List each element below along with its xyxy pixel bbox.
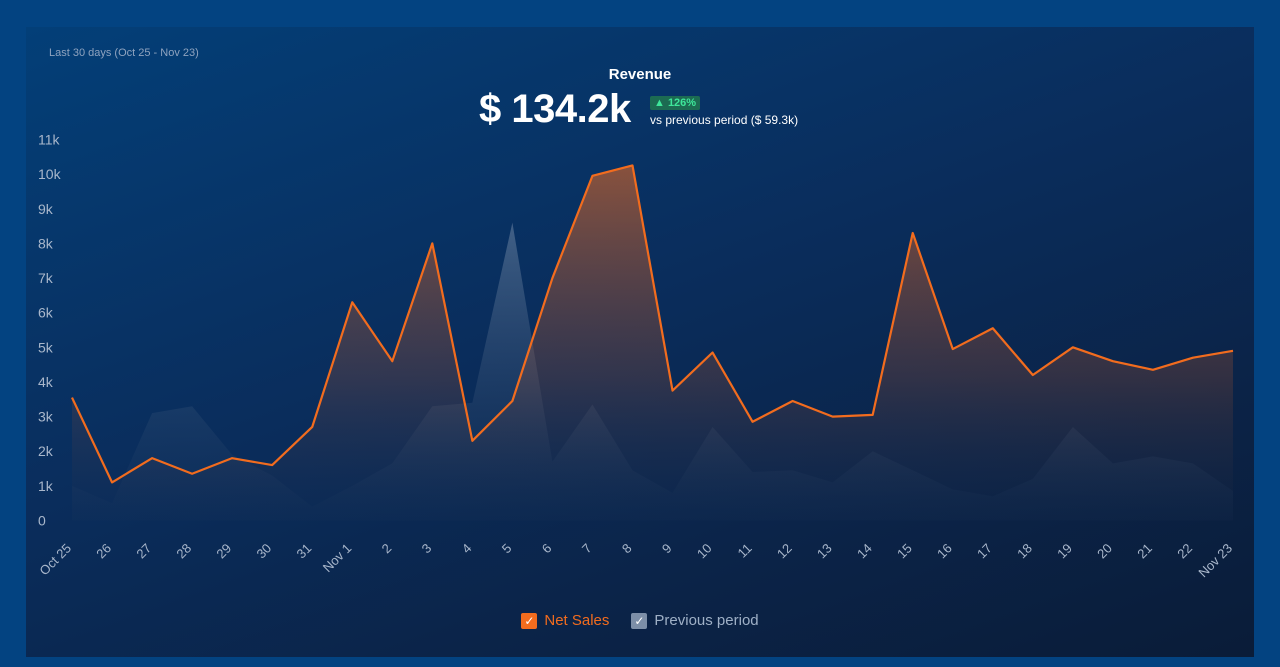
net-sales-point[interactable] [1230, 348, 1236, 354]
net-sales-point[interactable] [1070, 344, 1076, 350]
net-sales-point[interactable] [830, 414, 836, 420]
net-sales-point[interactable] [629, 162, 635, 168]
x-tick-label: Oct 25 [36, 541, 74, 579]
net-sales-point[interactable] [1190, 355, 1196, 361]
period-label: Last 30 days (Oct 25 - Nov 23) [49, 47, 199, 59]
y-tick-label: 3k [38, 409, 54, 425]
net-sales-point[interactable] [910, 230, 916, 236]
net-sales-point[interactable] [69, 395, 75, 401]
net-sales-point[interactable] [509, 398, 515, 404]
y-axis: 0 1k 2k 3k 4k 5k 6k 7k 8k 9k 10k 11k [38, 132, 62, 529]
net-sales-point[interactable] [1030, 372, 1036, 378]
legend-item-previous-period[interactable]: ✓ Previous period [631, 612, 759, 629]
net-sales-point[interactable] [710, 350, 716, 356]
x-tick-label: 5 [499, 541, 515, 557]
legend-item-net-sales[interactable]: ✓ Net Sales [521, 612, 609, 629]
x-tick-label: 6 [539, 541, 555, 557]
x-tick-label: 18 [1014, 541, 1035, 562]
previous-period-point[interactable] [469, 400, 475, 406]
x-tick-label: 11 [735, 541, 755, 561]
x-tick-label: 29 [213, 541, 234, 562]
legend: ✓ Net Sales ✓ Previous period [26, 612, 1254, 629]
x-tick-label: 27 [133, 541, 154, 562]
net-sales-line [71, 164, 1234, 484]
net-sales-point[interactable] [790, 398, 796, 404]
revenue-widget: Last 30 days (Oct 25 - Nov 23) Revenue $… [26, 27, 1254, 657]
previous-period-point[interactable] [189, 403, 195, 409]
y-tick-label: 0 [38, 513, 46, 529]
x-axis: Oct 25 26 27 28 29 30 31 Nov 1 2 3 4 5 6 7 8 9 10 11 12 13 1… [36, 541, 1235, 581]
y-tick-label: 1k [38, 478, 54, 494]
x-tick-label: Nov 23 [1195, 541, 1235, 581]
net-sales-point[interactable] [389, 358, 395, 364]
x-tick-label: 4 [459, 541, 475, 557]
x-tick-label: 17 [974, 541, 995, 562]
net-sales-point[interactable] [950, 346, 956, 352]
x-tick-label: 21 [1134, 541, 1155, 562]
y-tick-label: 2k [38, 443, 54, 459]
net-sales-point[interactable] [549, 275, 555, 281]
x-tick-label: 20 [1094, 541, 1115, 562]
legend-label-net-sales: Net Sales [544, 612, 610, 629]
y-tick-label: 5k [38, 339, 54, 355]
checkbox-previous-period[interactable]: ✓ [631, 612, 648, 629]
net-sales-point[interactable] [109, 479, 115, 485]
checkbox-net-sales[interactable]: ✓ [521, 612, 538, 629]
comparison-text: vs previous period ($ 59.3k) [650, 113, 799, 127]
x-tick-label: 8 [619, 541, 635, 557]
net-sales-point[interactable] [589, 173, 595, 179]
x-tick-label: 14 [854, 541, 875, 562]
x-tick-label: 3 [419, 541, 435, 557]
kpi-value: $ 134.2k [479, 87, 631, 131]
net-sales-point[interactable] [429, 240, 435, 246]
net-sales-point[interactable] [870, 412, 876, 418]
net-sales-point[interactable] [309, 424, 315, 430]
net-sales-point[interactable] [469, 438, 475, 444]
net-sales-series [69, 162, 1236, 521]
y-tick-label: 10k [38, 166, 62, 182]
y-tick-label: 11k [38, 132, 61, 148]
net-sales-point[interactable] [990, 325, 996, 331]
net-sales-point[interactable] [229, 455, 235, 461]
x-tick-label: 28 [173, 541, 194, 562]
x-tick-label: 31 [293, 541, 314, 562]
change-badge: ▲ 126% [650, 96, 701, 110]
net-sales-point[interactable] [750, 419, 756, 425]
net-sales-area [72, 165, 1233, 521]
previous-period-point[interactable] [509, 220, 515, 226]
y-tick-label: 4k [38, 374, 54, 390]
net-sales-point[interactable] [1150, 367, 1156, 373]
net-sales-point[interactable] [269, 462, 275, 468]
chart-title: Revenue [608, 66, 672, 83]
x-tick-label: 13 [814, 541, 835, 562]
x-tick-label: 19 [1054, 541, 1075, 562]
x-tick-label: 9 [659, 541, 675, 557]
previous-period-point[interactable] [149, 410, 155, 416]
net-sales-point[interactable] [189, 471, 195, 477]
y-tick-label: 8k [38, 235, 54, 251]
net-sales-point[interactable] [670, 388, 676, 394]
legend-label-previous-period: Previous period [654, 612, 759, 629]
y-tick-label: 9k [38, 201, 54, 217]
x-tick-label: 12 [774, 541, 795, 562]
x-tick-label: 7 [579, 541, 595, 557]
x-tick-label: 16 [934, 541, 955, 562]
y-tick-label: 6k [38, 305, 54, 321]
net-sales-point[interactable] [349, 299, 355, 305]
x-tick-label: 22 [1174, 541, 1195, 562]
x-tick-label: 10 [694, 541, 715, 562]
x-tick-label: 26 [93, 541, 114, 562]
x-tick-label: Nov 1 [320, 541, 355, 576]
x-tick-label: 15 [894, 541, 915, 562]
net-sales-point[interactable] [1110, 358, 1116, 364]
x-tick-label: 30 [253, 541, 274, 562]
net-sales-point[interactable] [149, 455, 155, 461]
x-tick-label: 2 [379, 541, 395, 557]
y-tick-label: 7k [38, 270, 54, 286]
